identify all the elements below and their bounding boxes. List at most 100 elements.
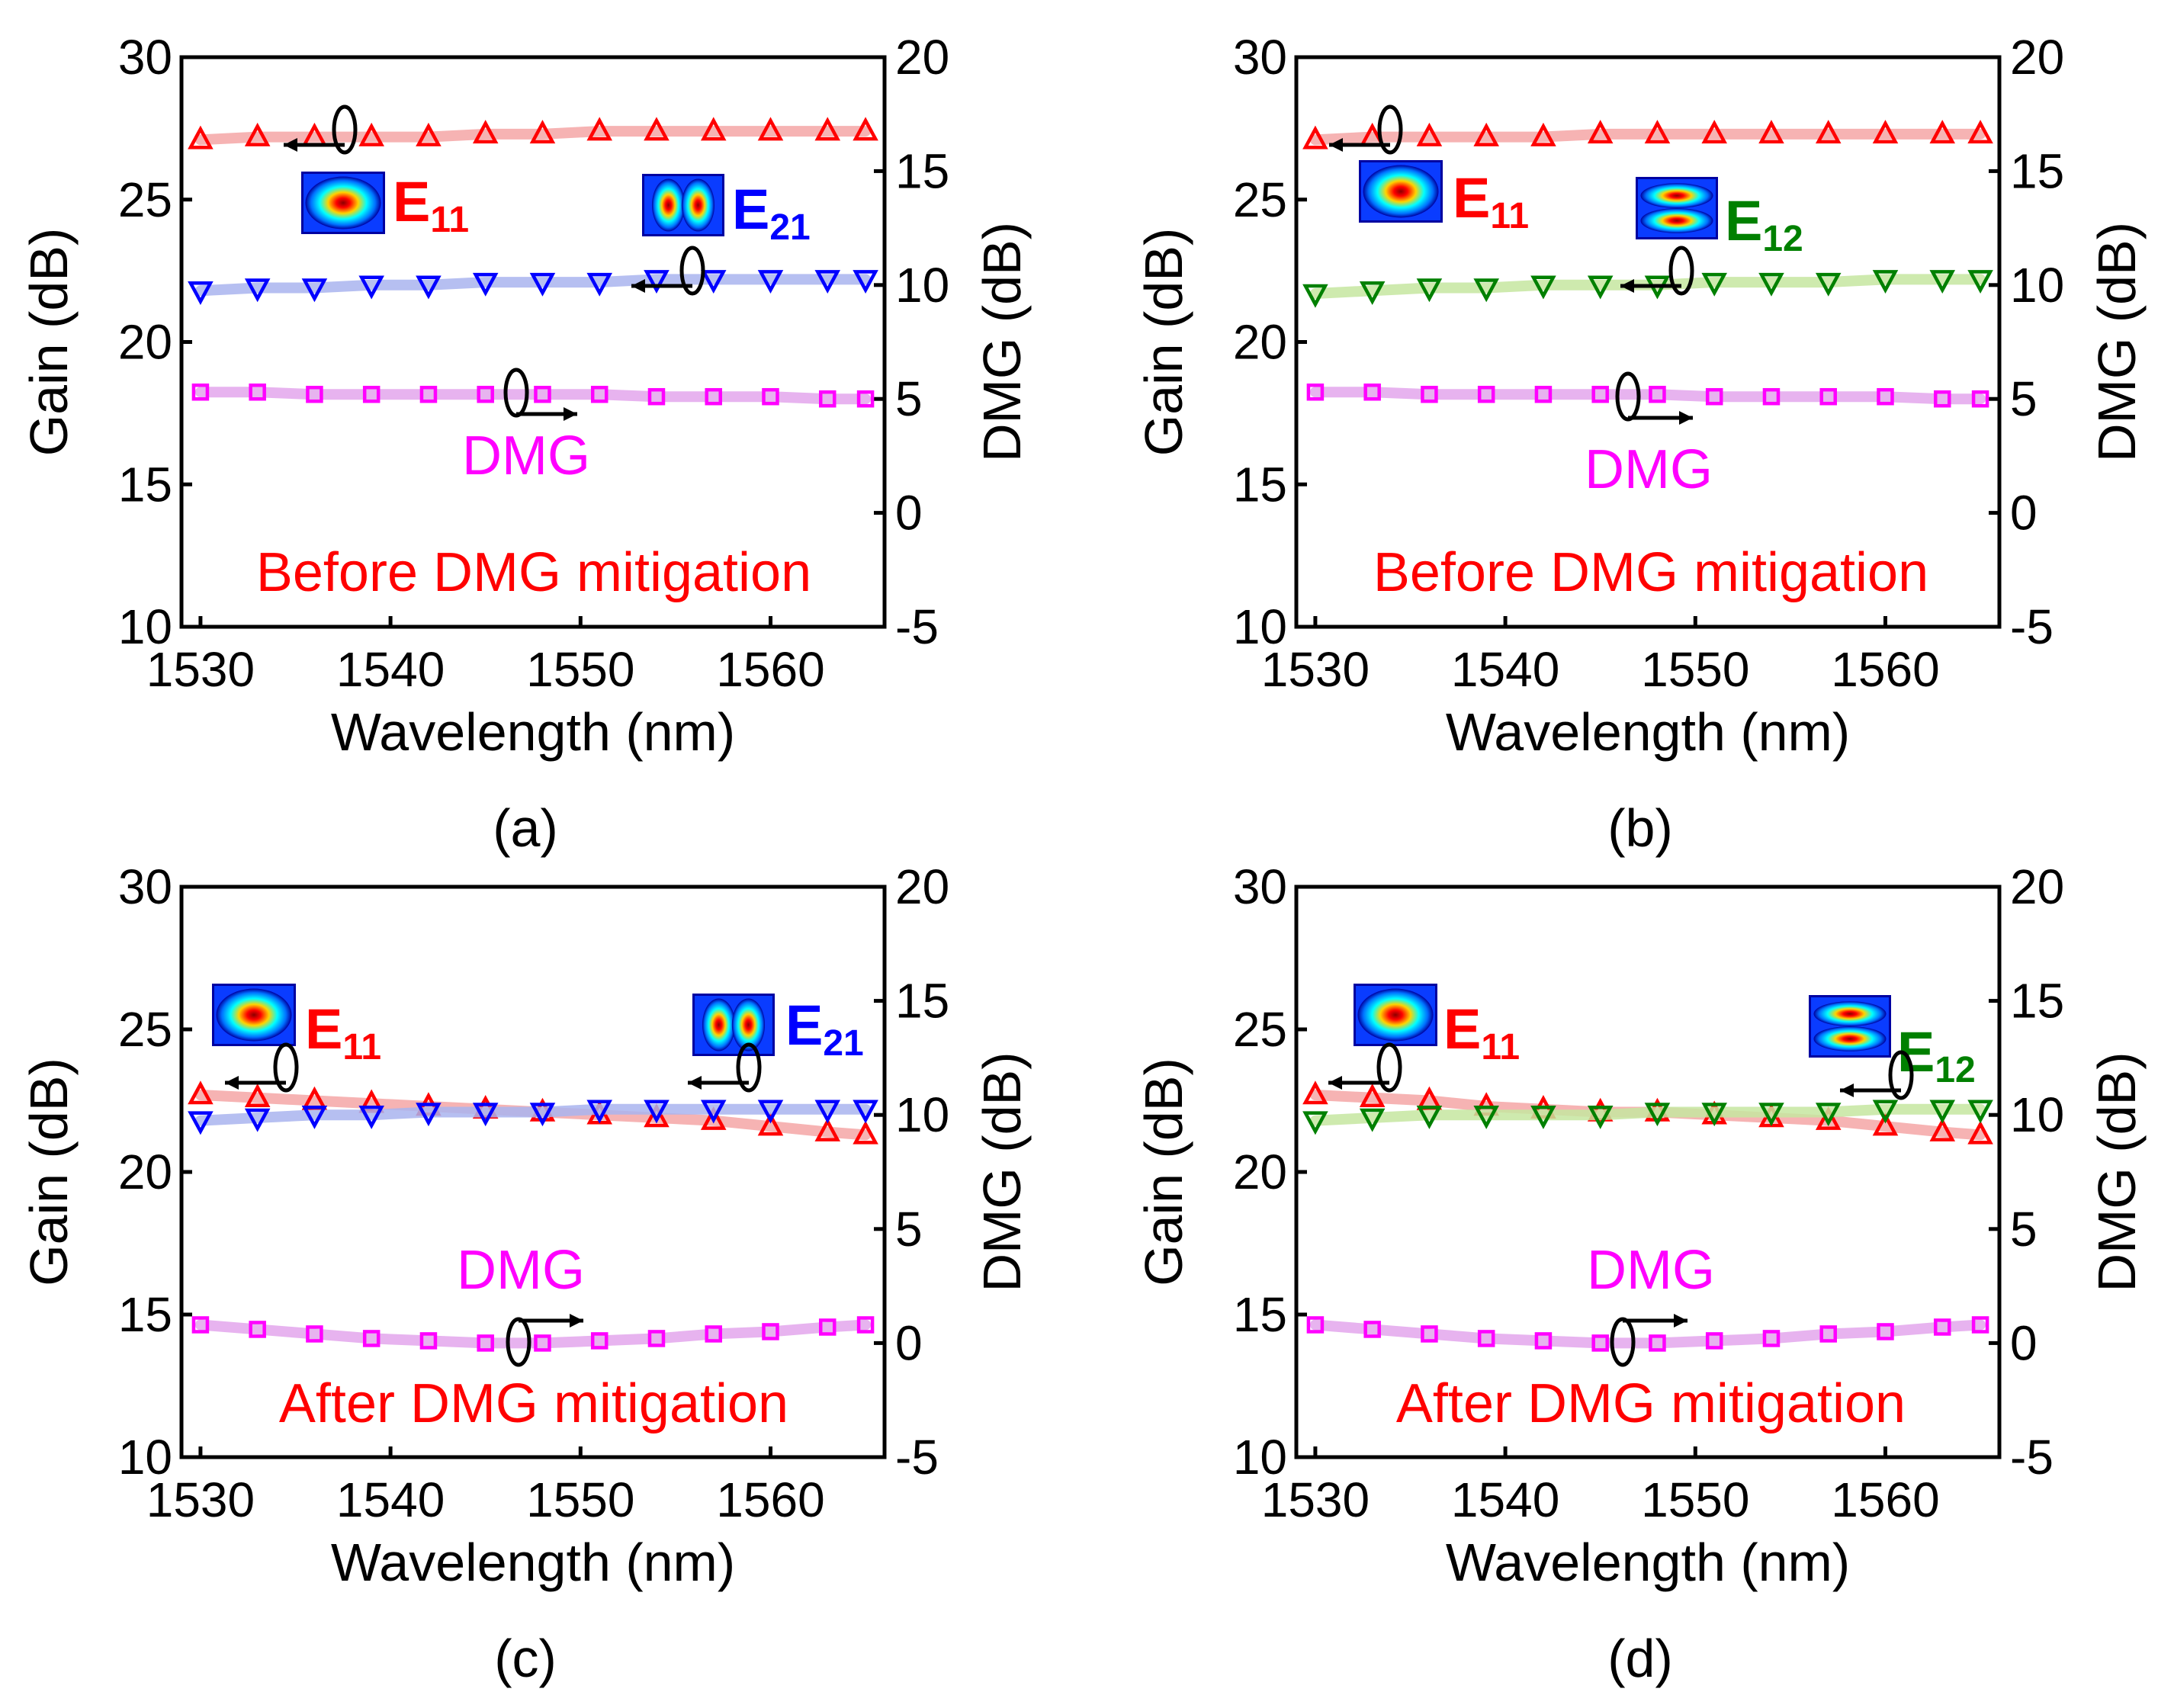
axis-indicator-arrow-head xyxy=(284,138,297,152)
y-tick-label: 25 xyxy=(118,1002,172,1057)
y2-tick-label: 20 xyxy=(2010,30,2064,85)
y-tick-label: 10 xyxy=(1233,1430,1287,1485)
marker-dmg xyxy=(1933,1318,1951,1336)
mode-lobe xyxy=(731,998,766,1051)
marker-dmg xyxy=(306,1325,323,1343)
y2-tick-label: 20 xyxy=(2010,859,2064,914)
y2-tick-label: 5 xyxy=(2010,1202,2038,1257)
panel-caption: (c) xyxy=(494,1629,557,1688)
marker-e12 xyxy=(1758,272,1784,297)
mode-lobe xyxy=(1813,1026,1887,1051)
y2-tick-label: 10 xyxy=(895,1087,949,1142)
panel-a: 1530 1540 1550 1560 10 15 20 25 30 -5 0 5 10 15 20 Wave… xyxy=(19,30,1032,858)
marker-dmg xyxy=(1705,1332,1723,1350)
dmg-series-label: DMG xyxy=(462,425,590,486)
y2-tick-label: 0 xyxy=(895,486,923,541)
fit-line-e12 xyxy=(1309,1103,1986,1126)
marker-e12 xyxy=(1302,1111,1328,1135)
mode-lobe xyxy=(1813,1001,1887,1026)
marker-dmg xyxy=(1971,1316,1989,1334)
marker-dmg xyxy=(1421,1325,1438,1343)
panel-c: 1530 1540 1550 1560 10 15 20 25 30 -5 0 5 10 15 20 Wave… xyxy=(19,859,1032,1688)
x-tick-label: 1550 xyxy=(1641,1472,1749,1527)
marker-e21 xyxy=(301,278,328,303)
axis-indicator-loop xyxy=(679,246,705,296)
mitigation-annotation: Before DMG mitigation xyxy=(256,542,811,603)
marker-e12 xyxy=(1302,284,1328,308)
y-axis-label: Gain (dB) xyxy=(1134,1058,1193,1286)
marker-e11 xyxy=(1815,120,1842,144)
marker-e12 xyxy=(1359,1108,1386,1132)
fit-line-dmg xyxy=(194,387,872,405)
marker-e11 xyxy=(586,117,612,141)
mode-label-e11: E11 xyxy=(393,170,469,240)
marker-e11 xyxy=(1929,120,1956,144)
y-tick-label: 25 xyxy=(118,172,172,227)
y2-tick-label: 10 xyxy=(2010,1087,2064,1142)
y2-tick-label: 10 xyxy=(895,258,949,313)
marker-dmg xyxy=(419,1332,438,1350)
marker-e21 xyxy=(358,275,384,300)
marker-e11 xyxy=(1302,1080,1328,1105)
dmg-series-label: DMG xyxy=(1585,439,1713,500)
marker-dmg xyxy=(762,1323,779,1340)
marker-e11 xyxy=(1815,1106,1842,1130)
y-tick-label: 25 xyxy=(1233,172,1287,227)
marker-e21 xyxy=(301,1105,328,1129)
mitigation-annotation: Before DMG mitigation xyxy=(1373,542,1928,603)
marker-e12 xyxy=(1644,1103,1671,1127)
panel-caption: (b) xyxy=(1607,798,1673,858)
marker-e11 xyxy=(1587,120,1614,144)
mode-label-subscript: 12 xyxy=(1935,1050,1975,1090)
y2-tick-label: 15 xyxy=(895,143,949,198)
axis-indicator-loop xyxy=(736,1042,762,1093)
marker-dmg xyxy=(1591,385,1609,403)
mode-label-base: E xyxy=(1443,997,1481,1061)
marker-dmg xyxy=(1819,1325,1837,1343)
marker-dmg xyxy=(1877,387,1894,406)
marker-e21 xyxy=(586,1100,612,1124)
x-tick-label: 1540 xyxy=(1451,642,1559,697)
x-tick-label: 1550 xyxy=(526,1472,634,1527)
mode-label-base: E xyxy=(785,994,823,1057)
marker-dmg xyxy=(419,385,438,403)
marker-e11 xyxy=(814,1117,841,1141)
y-axis-label: Gain (dB) xyxy=(19,1058,79,1286)
mode-lobe xyxy=(651,178,686,232)
fit-line-e21 xyxy=(194,1103,872,1126)
axis-indicator-loop xyxy=(1668,246,1694,296)
marker-e11 xyxy=(644,117,670,141)
y2-tick-label: -5 xyxy=(895,599,939,654)
marker-e11 xyxy=(244,1084,271,1108)
marker-dmg xyxy=(477,1334,494,1352)
mode-label-e12: E12 xyxy=(1725,189,1803,259)
y-tick-label: 30 xyxy=(118,30,172,85)
y-tick-label: 20 xyxy=(1233,1145,1287,1199)
y2-tick-label: 15 xyxy=(895,974,949,1029)
marker-e11 xyxy=(700,1106,727,1130)
plot-frame xyxy=(179,884,887,1459)
marker-e12 xyxy=(1872,1100,1899,1124)
marker-e11 xyxy=(529,120,556,144)
marker-e11 xyxy=(1359,1084,1386,1108)
y-tick-label: 20 xyxy=(118,315,172,370)
plot-frame xyxy=(1294,884,2002,1459)
marker-e21 xyxy=(472,1103,499,1127)
mode-lobe xyxy=(305,176,381,230)
marker-dmg xyxy=(1762,1330,1781,1347)
y2-axis-label: DMG (dB) xyxy=(2087,222,2147,462)
panel-b: 1530 1540 1550 1560 10 15 20 25 30 -5 0 5 10 15 20 Wave… xyxy=(1134,30,2147,858)
marker-e21 xyxy=(757,270,784,294)
mode-label-subscript: 21 xyxy=(823,1023,863,1064)
mode-lobe xyxy=(1363,165,1439,218)
marker-dmg xyxy=(306,385,323,403)
y2-tick-label: 15 xyxy=(2010,143,2064,198)
mode-lobe xyxy=(702,998,736,1051)
marker-e21 xyxy=(529,1103,556,1127)
y-tick-label: 15 xyxy=(1233,1287,1287,1342)
y-tick-label: 15 xyxy=(118,1287,172,1342)
x-tick-label: 1560 xyxy=(1831,1472,1939,1527)
marker-e12 xyxy=(1815,272,1842,297)
y2-axis-label: DMG (dB) xyxy=(2087,1052,2147,1292)
y2-tick-label: -5 xyxy=(895,1430,939,1485)
